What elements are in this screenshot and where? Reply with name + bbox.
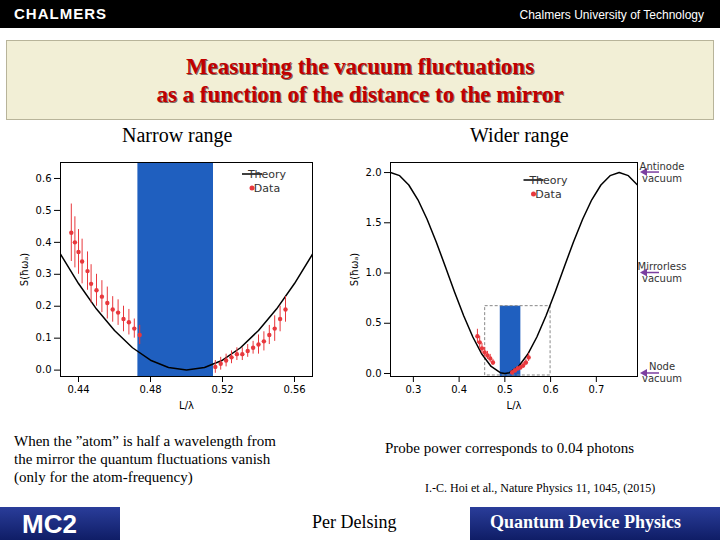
svg-text:0.6: 0.6 xyxy=(36,173,52,184)
svg-text:L/λ: L/λ xyxy=(507,400,522,411)
html-text:CHALMERS: CHALMERS xyxy=(14,5,107,22)
html-text:as a function of the distance: as a function of the distance to the mir… xyxy=(156,82,564,107)
svg-text:0.2: 0.2 xyxy=(36,300,52,311)
html-text:Chalmers University of Technol: Chalmers University of Technology xyxy=(519,8,704,22)
svg-text:S(ħωₐ): S(ħωₐ) xyxy=(349,253,360,286)
svg-text:0.52: 0.52 xyxy=(211,384,233,395)
svg-text:Data: Data xyxy=(535,188,561,201)
svg-text:0.3: 0.3 xyxy=(405,384,421,395)
svg-text:0.5: 0.5 xyxy=(497,384,513,395)
svg-text:Data: Data xyxy=(254,182,280,195)
html-text:(only for the atom-frequency): (only for the atom-frequency) xyxy=(14,469,193,485)
svg-text:1.0: 1.0 xyxy=(366,267,382,278)
svg-text:0.0: 0.0 xyxy=(366,368,382,379)
svg-text:0.4: 0.4 xyxy=(451,384,467,395)
svg-text:Theory: Theory xyxy=(247,168,287,181)
svg-text:0.44: 0.44 xyxy=(67,384,89,395)
svg-text:L/λ: L/λ xyxy=(179,400,194,411)
html-text:Quantum Device Physics: Quantum Device Physics xyxy=(490,512,681,532)
svg-text:0.5: 0.5 xyxy=(36,205,52,216)
svg-text:0.4: 0.4 xyxy=(36,237,52,248)
svg-text:0.7: 0.7 xyxy=(588,384,604,395)
html-text:Per Delsing: Per Delsing xyxy=(312,512,397,532)
html-text:Narrow range: Narrow range xyxy=(122,124,233,146)
html-text:MC2: MC2 xyxy=(22,509,77,539)
html-text:Measuring the vacuum fluctuati: Measuring the vacuum fluctuations xyxy=(185,54,535,79)
html-text:Wider range: Wider range xyxy=(470,124,569,146)
html-text:When the ”atom” is half a wave: When the ”atom” is half a wavelength fro… xyxy=(14,433,276,449)
svg-text:0.6: 0.6 xyxy=(543,384,559,395)
html-text:Probe power corresponds to 0.0: Probe power corresponds to 0.04 photons xyxy=(385,440,635,456)
svg-text:0.1: 0.1 xyxy=(36,332,52,343)
svg-text:2.0: 2.0 xyxy=(366,167,382,178)
svg-text:0.0: 0.0 xyxy=(36,364,52,375)
svg-text:Mirrorlessvacuum: Mirrorlessvacuum xyxy=(638,261,687,284)
svg-text:0.56: 0.56 xyxy=(283,384,305,395)
html-text:the mirror the quantum fluctua: the mirror the quantum fluctuations vani… xyxy=(14,451,271,467)
svg-text:0.48: 0.48 xyxy=(139,384,161,395)
svg-text:Theory: Theory xyxy=(528,174,568,187)
svg-text:0.5: 0.5 xyxy=(366,317,382,328)
svg-text:0.3: 0.3 xyxy=(36,268,52,279)
svg-text:1.5: 1.5 xyxy=(366,217,382,228)
svg-text:Antinodevacuum: Antinodevacuum xyxy=(640,161,685,184)
html-text:I.-C. Hoi et al., Nature Physi: I.-C. Hoi et al., Nature Physics 11, 104… xyxy=(425,481,656,495)
svg-text:Nodevacuum: Nodevacuum xyxy=(642,361,682,384)
svg-text:S(ħωₐ): S(ħωₐ) xyxy=(19,253,30,286)
